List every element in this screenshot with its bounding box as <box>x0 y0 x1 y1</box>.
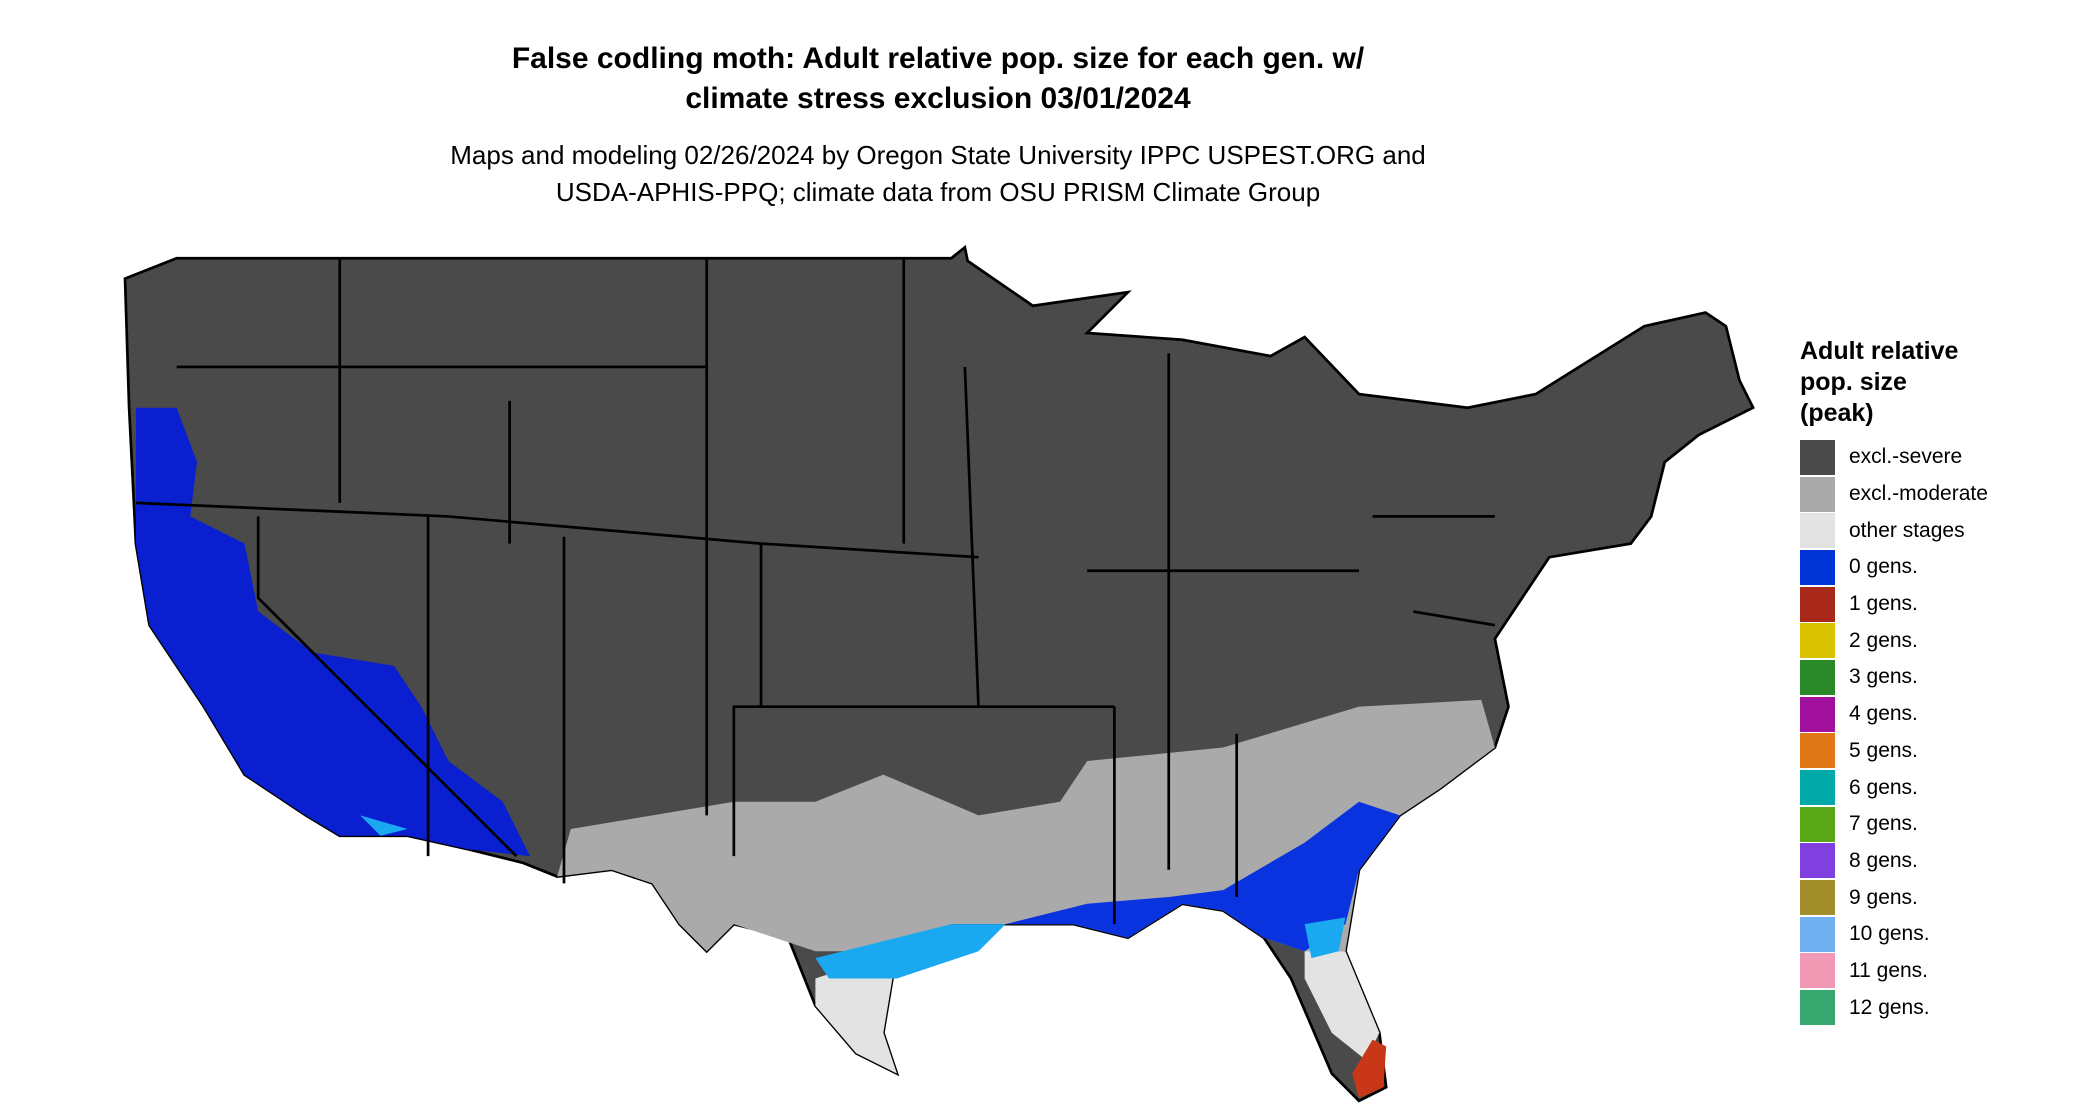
legend-label: excl.-moderate <box>1849 482 1988 506</box>
legend-swatch <box>1800 476 1835 512</box>
legend-swatch <box>1800 843 1835 879</box>
legend-row: 10 gens. <box>1800 916 1988 953</box>
legend-label: 4 gens. <box>1849 702 1918 726</box>
legend-row: 4 gens. <box>1800 696 1988 733</box>
legend-label: other stages <box>1849 518 1965 542</box>
legend-row: 3 gens. <box>1800 659 1988 696</box>
border <box>135 258 1496 925</box>
legend-label: 6 gens. <box>1849 775 1918 799</box>
legend-row: excl.-severe <box>1800 439 1988 476</box>
legend-swatch <box>1800 953 1835 989</box>
legend-row: 5 gens. <box>1800 733 1988 770</box>
legend-row: 8 gens. <box>1800 843 1988 880</box>
legend-row: other stages <box>1800 512 1988 549</box>
legend-swatch <box>1800 880 1835 916</box>
legend-row: 12 gens. <box>1800 989 1988 1026</box>
legend-swatch <box>1800 439 1835 475</box>
legend-row: 11 gens. <box>1800 953 1988 990</box>
legend-label: 2 gens. <box>1849 628 1918 652</box>
legend-label: excl.-severe <box>1849 445 1963 469</box>
legend-label: 11 gens. <box>1849 958 1929 982</box>
legend-label: 9 gens. <box>1849 885 1918 909</box>
legend-label: 10 gens. <box>1849 922 1930 946</box>
legend-row: 6 gens. <box>1800 769 1988 806</box>
legend-swatch <box>1800 549 1835 585</box>
region-0-gens-south <box>1005 801 1400 952</box>
region-1-gens <box>1352 1039 1387 1099</box>
state-borders <box>135 258 1496 925</box>
legend-swatch <box>1800 916 1835 952</box>
legend-swatch <box>1800 513 1835 549</box>
legend-label: 1 gens. <box>1849 592 1918 616</box>
map <box>123 244 1755 1103</box>
legend-row: 7 gens. <box>1800 806 1988 843</box>
legend-swatch <box>1800 623 1835 659</box>
legend-title: Adult relative <box>1800 337 1959 365</box>
legend-swatch <box>1800 990 1835 1026</box>
subtitle: Maps and modeling 02/26/2024 by Oregon S… <box>450 140 1426 170</box>
legend-label: 5 gens. <box>1849 738 1918 762</box>
legend-row: 1 gens. <box>1800 586 1988 623</box>
title: climate stress exclusion 03/01/2024 <box>685 82 1191 115</box>
legend-swatch <box>1800 733 1835 769</box>
legend-label: 8 gens. <box>1849 848 1918 872</box>
us-map <box>123 244 1755 1103</box>
legend-label: 12 gens. <box>1849 995 1930 1019</box>
subtitle: USDA-APHIS-PPQ; climate data from OSU PR… <box>555 177 1321 207</box>
legend-swatch <box>1800 770 1835 806</box>
legend-swatch <box>1800 659 1835 695</box>
legend-row: 9 gens. <box>1800 879 1988 916</box>
legend-row: excl.-moderate <box>1800 476 1988 513</box>
legend-row: 0 gens. <box>1800 549 1988 586</box>
legend-title: (peak) <box>1800 399 1874 427</box>
region-0-gens-west <box>135 407 531 857</box>
legend-title: pop. size <box>1800 368 1907 396</box>
title: False codling moth: Adult relative pop. … <box>511 42 1365 75</box>
legend-label: 7 gens. <box>1849 812 1918 836</box>
legend-swatch <box>1800 696 1835 732</box>
legend-swatch <box>1800 586 1835 622</box>
legend-row: 2 gens. <box>1800 622 1988 659</box>
legend: Adult relative pop. size (peak) excl.-se… <box>1800 336 1988 1026</box>
legend-swatch <box>1800 806 1835 842</box>
legend-label: 3 gens. <box>1849 665 1918 689</box>
legend-label: 0 gens. <box>1849 555 1918 579</box>
